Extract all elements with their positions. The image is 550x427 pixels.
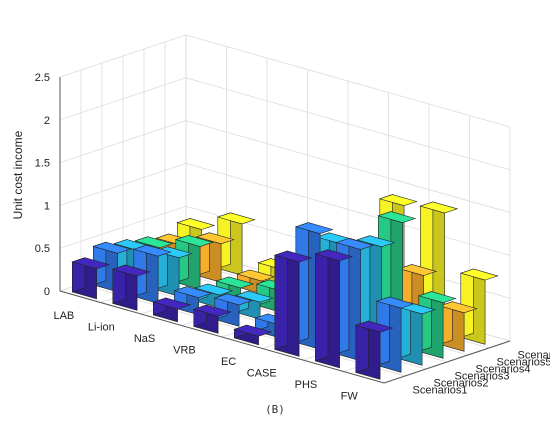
bar-top-face — [216, 212, 256, 225]
bar-top-face — [354, 320, 394, 333]
bar-top-face — [71, 257, 111, 270]
bar-top-face — [134, 236, 174, 249]
x-axis-line — [59, 290, 385, 384]
chart-labels: 0 0.5 1 1.5 2 2.5 Unit cost income LAB Li-ion NaS… — [11, 72, 550, 402]
bar-top-face — [377, 211, 417, 224]
z-tick-label: 2.5 — [35, 72, 50, 84]
bar-top-face — [356, 235, 396, 248]
bar-top-face — [192, 304, 232, 317]
bar-top-face — [111, 264, 151, 277]
bar-FW-Scenarios2 — [375, 296, 415, 373]
x-tick-label: EC — [221, 356, 236, 368]
bar-top-face — [153, 246, 193, 259]
z-tick-label: 1 — [44, 200, 50, 212]
bar-top-face — [438, 301, 478, 314]
bar-side-face — [274, 250, 288, 350]
bar-side-face — [355, 320, 369, 373]
bar-top-face — [92, 241, 132, 254]
x-tick-label: FW — [341, 390, 359, 402]
bar-FW-Scenarios1 — [354, 320, 394, 380]
bar-top-face — [132, 244, 172, 257]
bar-top-face — [459, 268, 499, 281]
y-axis-line — [383, 340, 511, 384]
bar-top-face — [314, 249, 354, 262]
bar-EC-Scenarios1 — [233, 324, 273, 346]
bar-Li-ion-Scenarios1 — [111, 264, 151, 311]
x-tick-label: PHS — [295, 379, 318, 391]
bar-top-face — [398, 264, 438, 276]
y-tick-label: Scenarios5 — [497, 357, 550, 369]
z-tick-label: 0.5 — [35, 243, 50, 255]
x-tick-label: CASE — [247, 367, 277, 379]
bar-top-face — [417, 291, 457, 304]
bar-top-face — [174, 235, 214, 247]
bar-VRB-Scenarios1 — [192, 304, 232, 334]
y-tick-label: Scenarios1 — [413, 385, 468, 397]
y-tick-label: Scenarios3 — [455, 371, 510, 383]
bar-top-face — [213, 293, 253, 306]
bar-top-face — [152, 297, 192, 310]
bar-NaS-Scenarios1 — [152, 297, 192, 323]
bar-top-face — [194, 283, 234, 296]
bar-top-face — [335, 238, 375, 250]
y-tick-label: Scenarios2 — [434, 378, 489, 390]
x-tick-label: NaS — [134, 333, 155, 345]
z-tick-label: 2 — [44, 115, 50, 127]
bar-FW-Scenarios4 — [417, 291, 457, 359]
bar-top-face — [234, 290, 274, 303]
z-tick-label: 1.5 — [35, 158, 50, 170]
figure-caption: (B) — [265, 403, 285, 416]
bar-EC-Scenarios2 — [254, 313, 294, 339]
y-tick-label: Scenarios4 — [476, 364, 531, 376]
bar-LAB-Scenarios1 — [71, 257, 111, 300]
bar-top-face — [375, 296, 415, 309]
bar-top-face — [378, 194, 418, 207]
bar-top-face — [419, 201, 459, 214]
bar-CASE-Scenarios1 — [273, 250, 313, 357]
x-tick-label: LAB — [53, 310, 74, 322]
y-tick-label: Scenarios6 — [518, 350, 550, 362]
bar-top-face — [176, 218, 216, 230]
z-axis-label: Unit cost income — [11, 130, 25, 219]
bar-top-face — [294, 222, 334, 235]
z-tick-label: 0 — [44, 286, 50, 298]
x-tick-label: Li-ion — [88, 321, 115, 333]
bar-top-face — [173, 286, 213, 299]
chart-bars — [71, 194, 499, 380]
bar-top-face — [195, 232, 235, 245]
bar-top-face — [233, 324, 273, 337]
bar-top-face — [236, 269, 276, 282]
bar-PHS-Scenarios1 — [314, 249, 354, 369]
x-tick-label: VRB — [173, 344, 196, 356]
bar-top-face — [273, 250, 313, 263]
bar-side-face — [314, 249, 329, 362]
bar-top-face — [215, 276, 255, 289]
